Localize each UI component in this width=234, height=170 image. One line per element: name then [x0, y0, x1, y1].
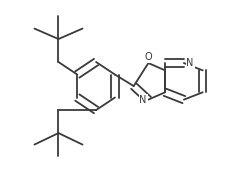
Text: N: N [139, 95, 147, 105]
Text: N: N [186, 58, 194, 68]
Text: O: O [145, 52, 152, 62]
